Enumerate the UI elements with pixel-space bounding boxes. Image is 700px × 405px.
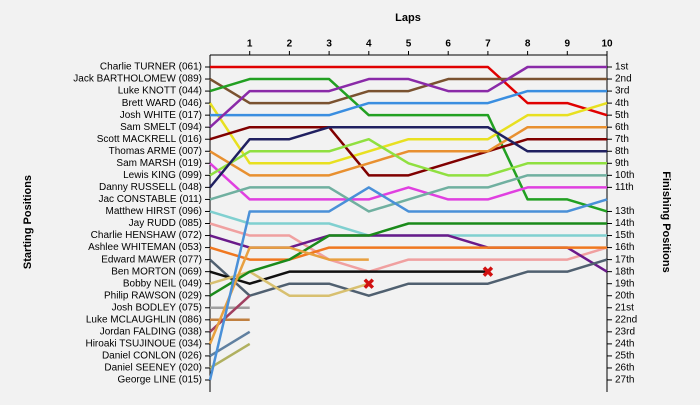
start-label: Brett WARD (046) (122, 98, 202, 109)
start-label: Matthew HIRST (096) (105, 206, 202, 217)
start-label: Thomas ARME (007) (109, 146, 202, 157)
right-label: 6th (615, 122, 629, 133)
start-label: Hiroaki TSUJINOUE (034) (85, 339, 202, 350)
right-label: 8th (615, 146, 629, 157)
retired-marker (363, 278, 375, 289)
right-label: 24th (615, 339, 634, 350)
right-label: 11th (615, 182, 634, 193)
right-label: 3rd (615, 86, 629, 97)
right-label: 2nd (615, 74, 632, 85)
y-axis-label: Starting Positions (22, 175, 34, 269)
start-label: Sam SMELT (094) (120, 122, 202, 133)
right-label: 18th (615, 266, 634, 277)
right-label: 21st (615, 302, 634, 313)
position-line (208, 246, 369, 345)
start-label: Sam MARSH (019) (116, 158, 202, 169)
x-tick-label: 8 (525, 39, 531, 50)
y2-axis-label: Finishing Positions (660, 171, 672, 272)
start-label: Ashlee WHITEMAN (053) (88, 242, 202, 253)
start-label: George LINE (015) (118, 375, 203, 386)
start-label: Charlie TURNER (061) (100, 62, 202, 73)
right-label: 9th (615, 158, 629, 169)
position-line (209, 65, 607, 129)
start-label: Josh WHITE (017) (120, 110, 202, 121)
right-label: 5th (615, 110, 629, 121)
x-tick-label: 1 (247, 39, 253, 50)
right-label: 20th (615, 290, 634, 301)
position-line (209, 77, 608, 213)
right-label: 15th (615, 230, 634, 241)
start-label: Daniel CONLON (026) (102, 351, 202, 362)
start-label: Jordan FALDING (038) (100, 326, 202, 337)
right-label: 17th (615, 254, 634, 265)
start-label: Luke MCLAUGHLIN (086) (86, 314, 202, 325)
right-label: 27th (615, 375, 634, 386)
position-line (209, 246, 607, 261)
start-label: Lewis KING (099) (123, 170, 202, 181)
position-line (210, 89, 607, 117)
start-label: Jack BARTHOLOMEW (089) (73, 74, 202, 85)
position-line (209, 222, 607, 297)
chart-title: Laps (395, 12, 421, 24)
start-label: Philip RAWSON (029) (104, 290, 202, 301)
x-tick-label: 10 (601, 39, 613, 50)
right-label: 19th (615, 278, 634, 289)
start-label: Ben MORTON (069) (111, 266, 202, 277)
start-label: Josh BODLEY (075) (112, 302, 202, 313)
x-tick-label: 9 (565, 39, 571, 50)
position-line (209, 222, 608, 273)
right-label: 14th (615, 218, 634, 229)
position-line (210, 65, 608, 117)
position-line (209, 125, 607, 189)
x-tick-label: 2 (287, 39, 293, 50)
position-line (209, 342, 251, 370)
start-label: Edward MAWER (077) (101, 254, 202, 265)
retired-marker (482, 266, 494, 277)
position-line (208, 101, 608, 165)
position-line (209, 125, 607, 177)
x-tick-label: 7 (485, 39, 491, 50)
right-label: 23rd (615, 326, 635, 337)
position-line (209, 77, 607, 105)
right-label: 7th (615, 134, 629, 145)
start-label: Luke KNOTT (044) (118, 86, 202, 97)
x-tick-label: 6 (445, 39, 451, 50)
position-line (209, 162, 607, 201)
right-label: 25th (615, 351, 634, 362)
position-line (209, 270, 488, 285)
right-label: 22nd (615, 314, 637, 325)
right-label: 1st (615, 62, 629, 73)
right-label: 4th (615, 98, 629, 109)
position-line (209, 174, 607, 213)
start-label: Jay RUDD (085) (129, 218, 202, 229)
x-tick-label: 3 (326, 39, 332, 50)
position-line (208, 186, 608, 381)
x-tick-label: 4 (366, 39, 372, 50)
start-label: Danny RUSSELL (048) (99, 182, 202, 193)
start-label: Charlie HENSHAW (072) (91, 230, 202, 241)
position-line (209, 137, 607, 177)
position-line (209, 270, 370, 297)
right-label: 10th (615, 170, 634, 181)
start-label: Daniel SEENEY (020) (104, 363, 202, 374)
position-line (209, 125, 607, 177)
start-label: Bobby NEIL (049) (123, 278, 202, 289)
start-label: Scott MACKRELL (016) (97, 134, 202, 145)
right-label: 13th (615, 206, 634, 217)
right-label: 26th (615, 363, 634, 374)
x-tick-label: 5 (406, 39, 412, 50)
right-label: 16th (615, 242, 634, 253)
start-label: Jac CONSTABLE (011) (98, 194, 202, 205)
